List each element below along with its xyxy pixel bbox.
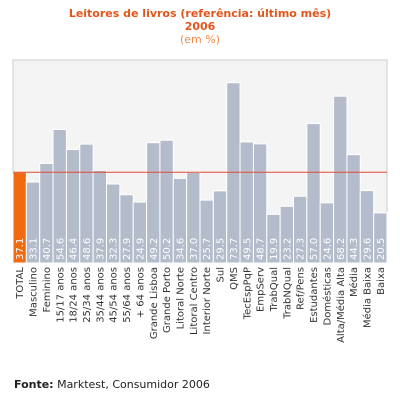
value-label: 68.2 bbox=[336, 238, 347, 260]
value-label: 27.3 bbox=[296, 238, 307, 260]
value-label: 49.5 bbox=[242, 238, 253, 260]
x-tick-label: TOTAL bbox=[15, 267, 26, 300]
value-label: 54.6 bbox=[55, 238, 66, 260]
value-label: 48.6 bbox=[82, 238, 93, 260]
value-label: 37.0 bbox=[189, 238, 200, 260]
x-tick-label: 25/34 anos bbox=[82, 267, 93, 323]
value-label: 32.3 bbox=[109, 238, 120, 260]
value-label: 19.9 bbox=[269, 238, 280, 260]
source: Marktest, Consumidor 2006 bbox=[57, 378, 210, 391]
x-tick-label: EmpServ bbox=[256, 267, 267, 312]
x-tick-label: TecEspPqP bbox=[242, 267, 253, 320]
x-tick-label: Litoral Centro bbox=[189, 267, 200, 335]
x-tick-label: Masculino bbox=[29, 267, 40, 317]
value-label: 34.6 bbox=[175, 238, 186, 260]
bar bbox=[306, 123, 321, 264]
chart-title: Leitores de livros (referência: último m… bbox=[69, 7, 331, 20]
bar bbox=[373, 212, 388, 264]
x-tick-label: 55/64 anos bbox=[122, 267, 133, 323]
value-label: 48.7 bbox=[256, 238, 267, 260]
x-tick-label: Média Baixa bbox=[361, 267, 373, 328]
x-tick-label: TrabNQual bbox=[282, 267, 293, 320]
x-tick-label: Grande Porto bbox=[162, 267, 173, 333]
x-tick-label: QMS bbox=[229, 267, 240, 290]
value-label: 20.5 bbox=[376, 238, 387, 260]
x-tick-label: Estudantes bbox=[309, 267, 320, 323]
value-label: 57.0 bbox=[309, 238, 320, 260]
value-label: 73.7 bbox=[229, 238, 240, 260]
x-tick-label: Grande Lisboa bbox=[149, 267, 160, 339]
value-label: 46.4 bbox=[69, 238, 80, 260]
bar bbox=[226, 82, 241, 264]
bar bbox=[252, 143, 268, 264]
value-label: 33.1 bbox=[29, 238, 40, 260]
unit-note: (em %) bbox=[180, 33, 220, 46]
x-tick-label: Média bbox=[348, 267, 360, 297]
x-tick-label: Baixa bbox=[376, 267, 387, 295]
x-tick-label: 45/54 anos bbox=[109, 267, 120, 323]
source-label: Fonte: bbox=[14, 378, 54, 391]
x-tick-label: Feminino bbox=[42, 267, 53, 312]
value-label: 40.7 bbox=[42, 238, 53, 260]
value-label: 37.9 bbox=[95, 238, 106, 260]
x-tick-label: Sul bbox=[216, 267, 227, 282]
value-label: 50.2 bbox=[162, 238, 173, 260]
value-label: 25.7 bbox=[202, 238, 213, 260]
value-label: 37.1 bbox=[15, 238, 26, 260]
x-tick-label: Alta/Média Alta bbox=[335, 267, 347, 343]
x-tick-label: Ref/Pens bbox=[296, 267, 307, 310]
value-label: 24.6 bbox=[322, 238, 333, 260]
x-tick-label: 18/24 anos bbox=[69, 267, 80, 323]
x-tick-label: Domésticas bbox=[321, 267, 333, 325]
value-label: 49.2 bbox=[149, 238, 160, 260]
x-tick-label: 15/17 anos bbox=[55, 267, 66, 323]
x-tick-label: Litoral Norte bbox=[175, 267, 186, 329]
x-tick-label: 35/44 anos bbox=[95, 267, 106, 323]
chart-subtitle: 2006 bbox=[185, 20, 216, 33]
x-tick-label: + 64 anos bbox=[135, 267, 146, 318]
x-tick-label: Interior Norte bbox=[202, 267, 213, 334]
source-text: Fonte: Marktest, Consumidor 2006 bbox=[14, 378, 210, 391]
value-label: 29.5 bbox=[216, 238, 227, 260]
value-label: 24.9 bbox=[135, 238, 146, 260]
value-label: 29.6 bbox=[362, 238, 373, 260]
value-label: 27.9 bbox=[122, 238, 133, 260]
x-tick-label: TrabQual bbox=[269, 267, 280, 312]
value-label: 23.2 bbox=[282, 238, 293, 260]
value-label: 44.3 bbox=[349, 238, 360, 260]
